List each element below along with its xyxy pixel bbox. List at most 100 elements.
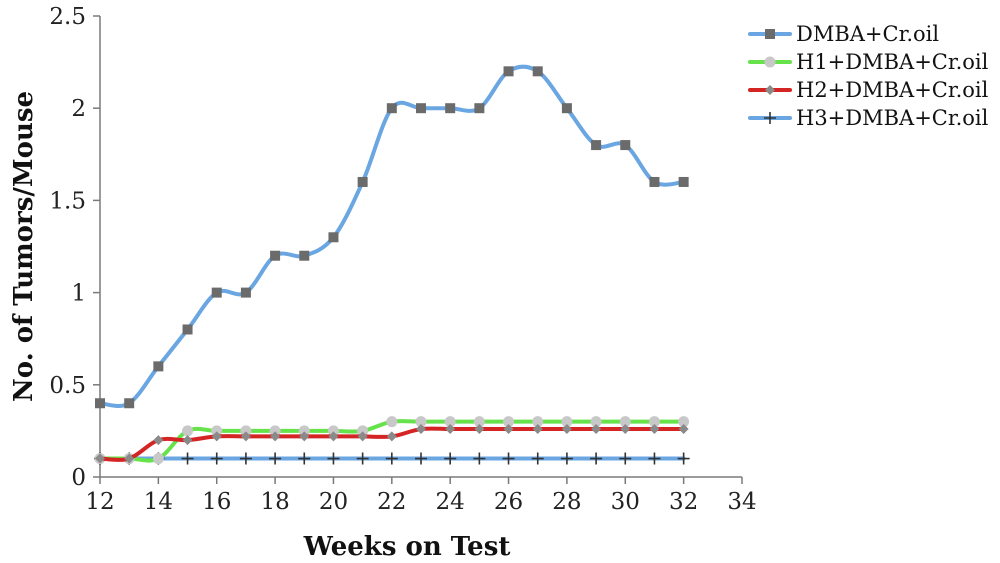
- data-point: [416, 424, 426, 435]
- data-point: [210, 452, 223, 465]
- y-tick-label: 0.5: [49, 373, 86, 399]
- data-point: [503, 416, 515, 428]
- data-point: [152, 453, 164, 465]
- data-point: [240, 287, 251, 298]
- x-tick-labels: 12 14 16 18 20 22 24 26 28 30 32 34: [85, 489, 756, 515]
- data-point: [473, 416, 485, 428]
- data-point: [678, 176, 689, 187]
- data-point: [211, 431, 222, 442]
- x-tick-label: 12: [85, 489, 114, 515]
- series-0: [95, 64, 689, 409]
- data-point: [531, 452, 544, 465]
- data-point: [239, 452, 252, 465]
- data-point: [620, 424, 631, 435]
- x-tick-label: 18: [260, 489, 289, 515]
- data-point: [386, 431, 397, 442]
- data-point: [182, 435, 193, 446]
- legend-item: DMBA+Cr.oil: [748, 22, 939, 46]
- x-tick-label: 28: [552, 489, 581, 515]
- legend-label: H1+DMBA+Cr.oil: [796, 50, 989, 74]
- legend-label: H2+DMBA+Cr.oil: [796, 78, 989, 102]
- data-point: [416, 103, 426, 114]
- x-tick-label: 16: [202, 489, 231, 515]
- data-point: [298, 425, 310, 437]
- data-point: [648, 452, 661, 465]
- x-tick-label: 32: [669, 489, 698, 515]
- data-point: [124, 453, 135, 464]
- x-tick-label: 20: [319, 489, 348, 515]
- data-point: [385, 452, 398, 465]
- legend-item: H1+DMBA+Cr.oil: [748, 50, 989, 74]
- data-point: [386, 103, 397, 114]
- legend-label: DMBA+Cr.oil: [796, 22, 939, 46]
- data-point: [357, 176, 368, 187]
- x-tick-label: 34: [727, 489, 756, 515]
- data-point: [532, 424, 543, 435]
- data-point: [503, 66, 514, 77]
- data-point: [386, 416, 398, 428]
- data-point: [620, 140, 631, 151]
- data-point: [328, 232, 339, 243]
- series-1: [94, 416, 690, 465]
- data-point: [327, 452, 340, 465]
- legend-item: H2+DMBA+Cr.oil: [748, 78, 989, 102]
- data-point: [415, 452, 427, 465]
- data-point: [561, 424, 572, 435]
- data-point: [532, 416, 544, 428]
- legend-marker: [765, 29, 775, 39]
- data-point: [357, 425, 369, 437]
- x-axis-title: Weeks on Test: [303, 532, 511, 562]
- data-point: [299, 250, 310, 261]
- x-tick-label: 30: [611, 489, 640, 515]
- axes: [93, 15, 743, 484]
- y-tick-label: 0: [71, 465, 86, 491]
- series-layer: [94, 64, 690, 465]
- data-point: [619, 452, 632, 465]
- data-point: [182, 324, 193, 335]
- data-point: [182, 425, 194, 437]
- data-point: [270, 250, 281, 261]
- series-line: [98, 64, 686, 408]
- y-axis-title: No. of Tumors/Mouse: [9, 91, 39, 402]
- data-point: [298, 452, 311, 465]
- data-point: [502, 452, 515, 465]
- y-tick-label: 1: [71, 281, 86, 307]
- data-point: [357, 431, 368, 442]
- legend: DMBA+Cr.oil H1+DMBA+Cr.oil H2+DMBA+Cr.oil H…: [748, 22, 989, 130]
- data-point: [270, 431, 281, 442]
- legend-marker: [764, 112, 776, 124]
- y-tick-label: 1.5: [49, 188, 86, 214]
- data-point: [181, 452, 194, 465]
- data-point: [124, 398, 135, 409]
- x-tick-label: 22: [377, 489, 406, 515]
- y-tick-labels: 0 0.5 1 1.5 2 2.5: [49, 4, 86, 491]
- data-point: [561, 416, 573, 428]
- data-point: [649, 424, 660, 435]
- data-point: [153, 435, 164, 446]
- data-point: [649, 176, 660, 187]
- series-3: [94, 452, 690, 465]
- data-point: [678, 416, 690, 428]
- data-point: [591, 140, 602, 151]
- data-point: [328, 431, 339, 442]
- legend-marker: [764, 56, 776, 68]
- y-tick-label: 2.5: [49, 4, 86, 30]
- data-point: [590, 416, 602, 428]
- data-point: [445, 103, 456, 114]
- data-point: [95, 453, 105, 464]
- data-point: [648, 416, 660, 428]
- x-tick-label: 24: [436, 489, 465, 515]
- data-point: [619, 416, 631, 428]
- data-point: [473, 452, 486, 465]
- series-2: [95, 424, 689, 464]
- data-point: [590, 452, 603, 465]
- x-tick-label: 26: [494, 489, 523, 515]
- data-point: [269, 452, 282, 465]
- legend-label: H3+DMBA+Cr.oil: [796, 106, 989, 130]
- data-point: [269, 425, 281, 437]
- data-point: [560, 452, 573, 465]
- data-point: [211, 425, 223, 437]
- data-point: [678, 424, 689, 435]
- data-point: [444, 416, 456, 428]
